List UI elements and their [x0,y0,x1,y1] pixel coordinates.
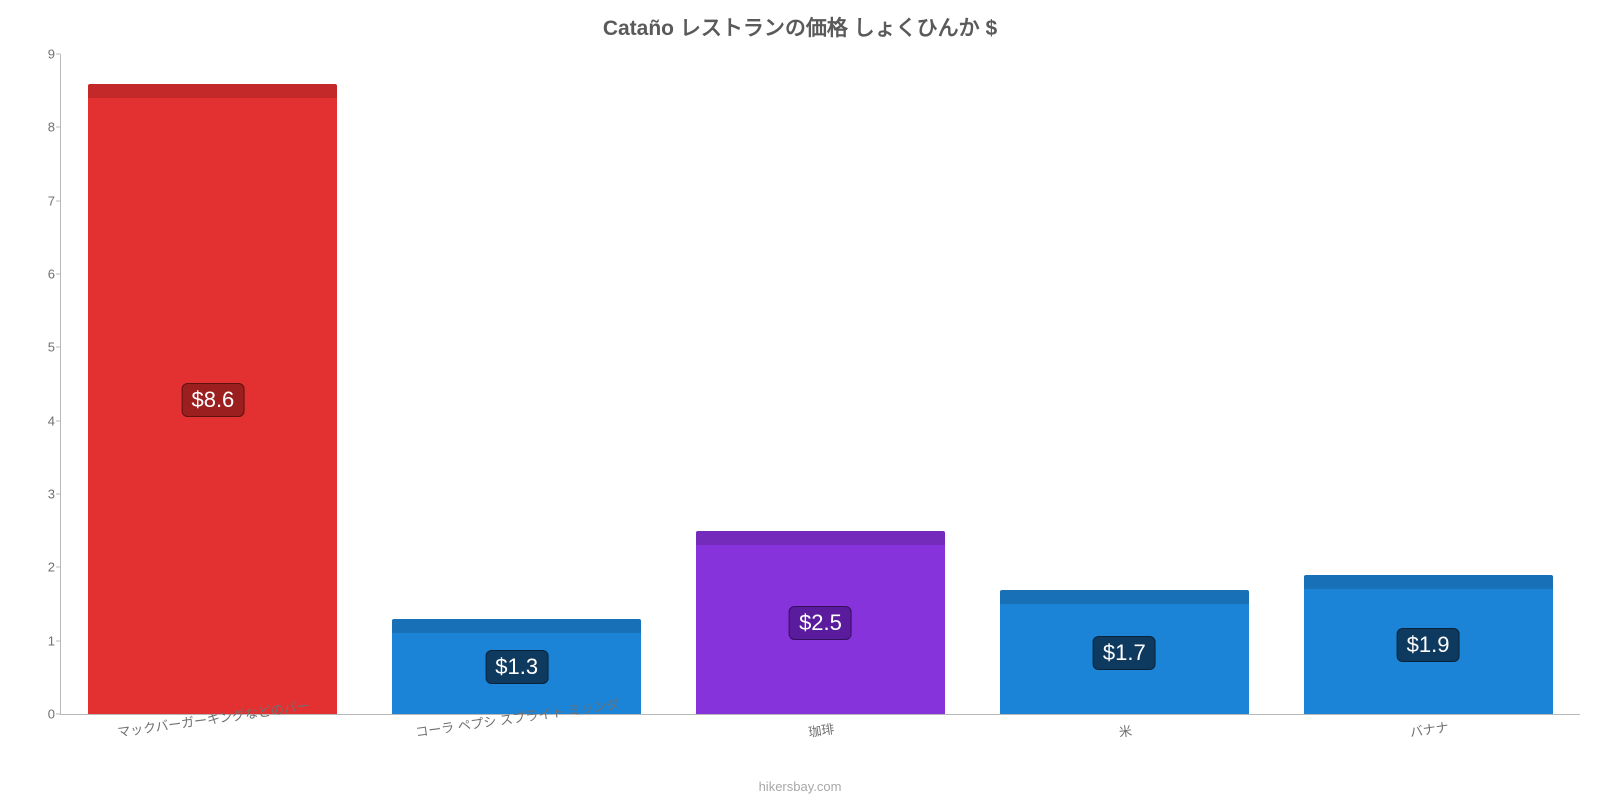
y-tick-mark [56,420,61,421]
bar-slot: $1.3コーラ ペプシ スプライト ミリンダ [365,55,669,714]
bar: $1.9 [1304,575,1553,714]
chart-title: Cataño レストランの価格 しょくひんか $ [0,12,1600,42]
y-tick-label: 2 [33,560,55,575]
bar-top-shadow [1000,590,1249,604]
y-tick-label: 4 [33,413,55,428]
y-tick-label: 5 [33,340,55,355]
y-tick-label: 6 [33,267,55,282]
y-tick-label: 8 [33,120,55,135]
bar: $1.7 [1000,590,1249,714]
bar: $2.5 [696,531,945,714]
bar-top-shadow [88,84,337,98]
value-badge: $1.3 [485,650,548,684]
bar-slot: $1.9バナナ [1276,55,1580,714]
y-tick-mark [56,200,61,201]
chart-source: hikersbay.com [0,779,1600,794]
x-tick-label: 珈琲 [807,718,835,740]
bar-slot: $1.7米 [972,55,1276,714]
bar: $8.6 [88,84,337,714]
bar-top-shadow [696,531,945,545]
x-tick-label: 米 [1118,720,1134,741]
value-badge: $1.7 [1093,636,1156,670]
y-tick-label: 0 [33,707,55,722]
y-tick-mark [56,567,61,568]
y-tick-label: 7 [33,193,55,208]
value-badge: $8.6 [181,383,244,417]
bar-top-shadow [1304,575,1553,589]
y-tick-mark [56,347,61,348]
bar-slot: $2.5珈琲 [669,55,973,714]
bars-container: $8.6マックバーガーキングなどのバー$1.3コーラ ペプシ スプライト ミリン… [61,55,1580,714]
y-tick-mark [56,127,61,128]
bar-top-shadow [392,619,641,633]
y-tick-mark [56,274,61,275]
y-tick-mark [56,54,61,55]
y-tick-mark [56,494,61,495]
plot-area: $8.6マックバーガーキングなどのバー$1.3コーラ ペプシ スプライト ミリン… [60,55,1580,715]
y-tick-mark [56,714,61,715]
value-badge: $1.9 [1397,628,1460,662]
y-tick-label: 3 [33,487,55,502]
x-tick-label: バナナ [1409,717,1450,741]
value-badge: $2.5 [789,606,852,640]
y-tick-mark [56,640,61,641]
y-tick-label: 9 [33,47,55,62]
price-chart: Cataño レストランの価格 しょくひんか $ $8.6マックバーガーキングな… [0,0,1600,800]
y-tick-label: 1 [33,633,55,648]
bar-slot: $8.6マックバーガーキングなどのバー [61,55,365,714]
